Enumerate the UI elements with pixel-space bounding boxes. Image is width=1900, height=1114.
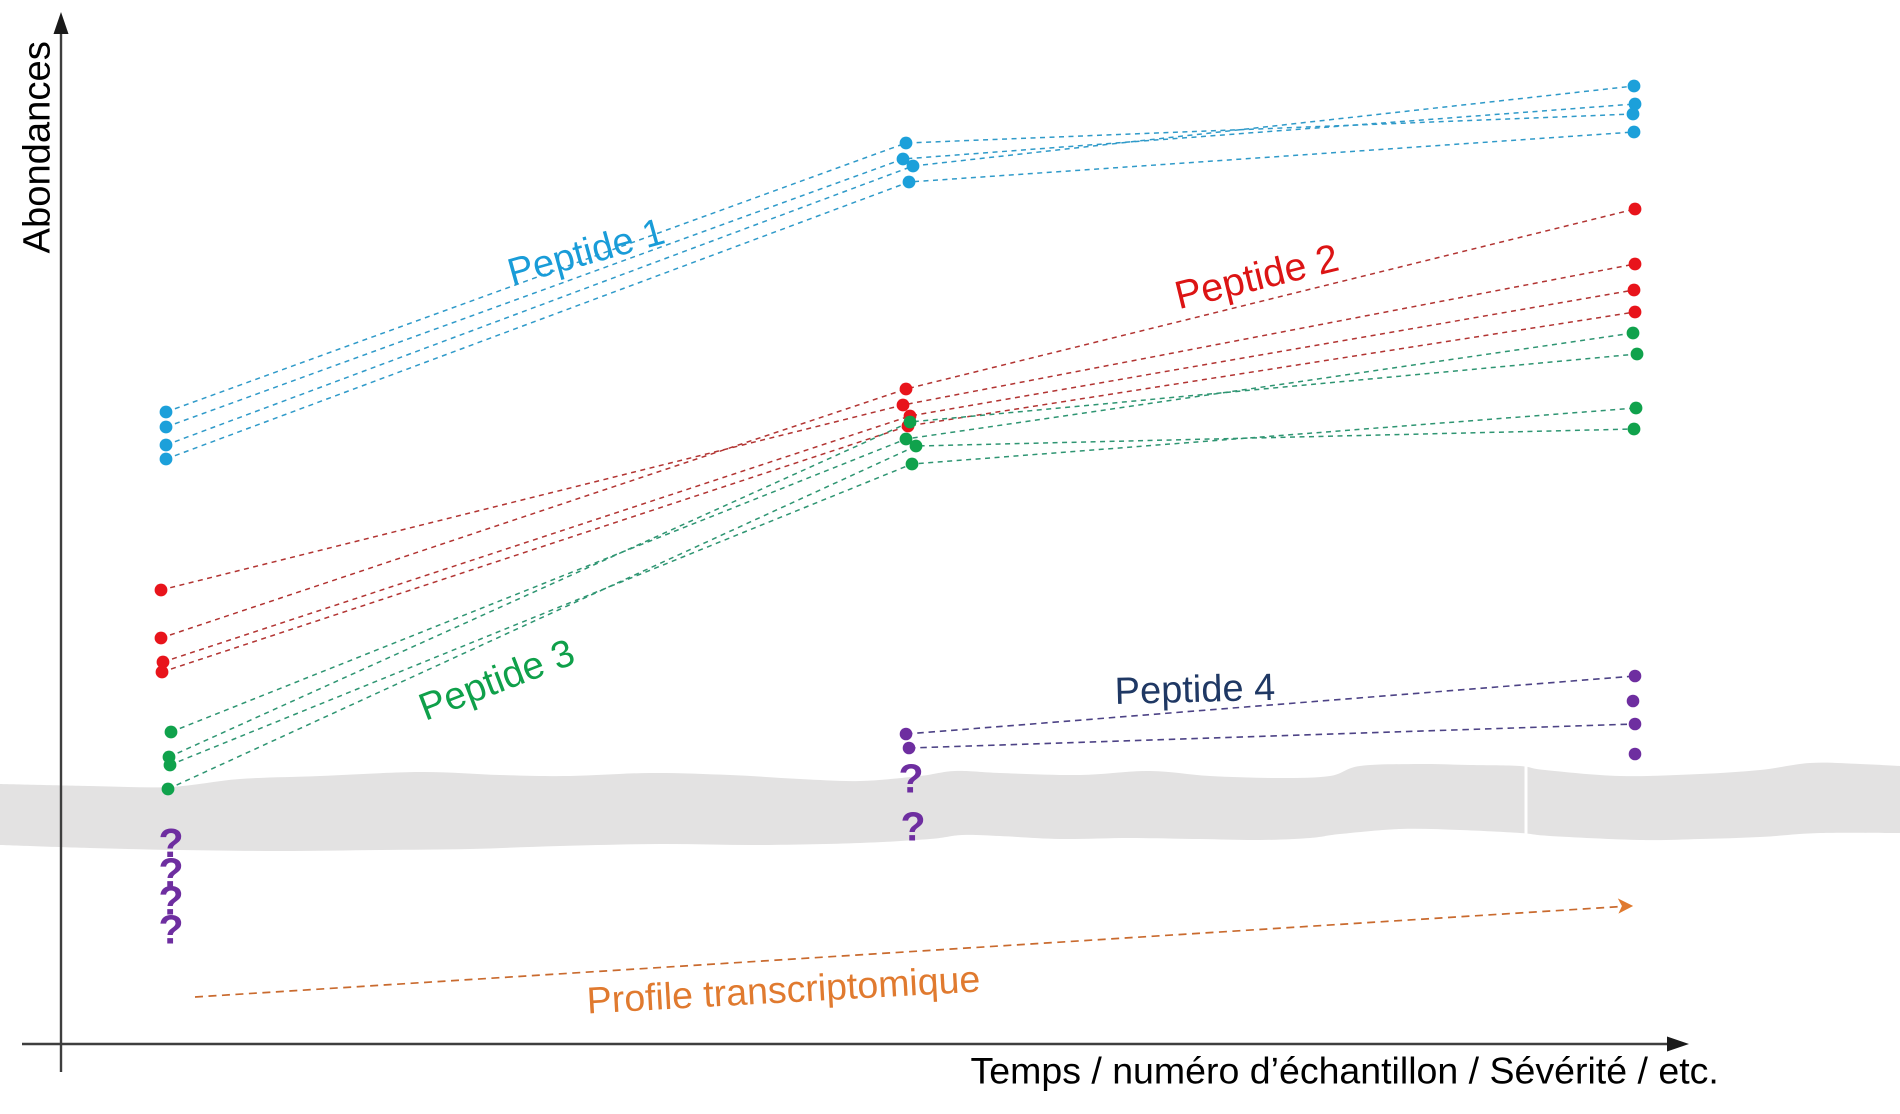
svg-text:?: ? bbox=[158, 820, 183, 866]
svg-text:Temps / numéro d’échantillon /: Temps / numéro d’échantillon / Sévérité … bbox=[971, 1050, 1719, 1092]
svg-text:Peptide 4: Peptide 4 bbox=[1114, 667, 1276, 713]
svg-text:?: ? bbox=[158, 850, 183, 896]
svg-text:Abondances: Abondances bbox=[16, 41, 59, 253]
svg-text:?: ? bbox=[158, 907, 183, 953]
svg-text:?: ? bbox=[898, 756, 923, 802]
svg-text:?: ? bbox=[158, 878, 183, 924]
svg-text:?: ? bbox=[900, 804, 925, 850]
